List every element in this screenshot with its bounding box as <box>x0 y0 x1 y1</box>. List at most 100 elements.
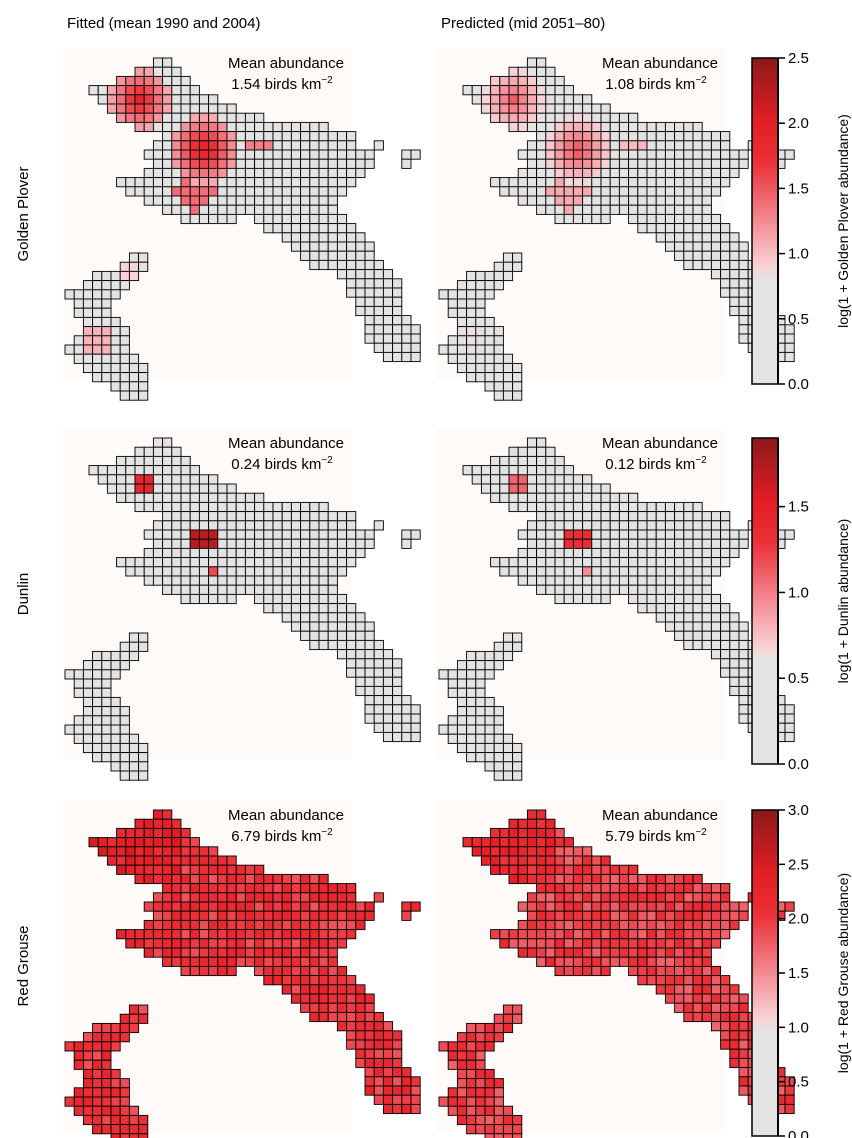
grid-cell <box>162 818 173 829</box>
grid-cell <box>152 818 164 829</box>
grid-cell <box>554 195 565 206</box>
grid-cell <box>392 704 403 715</box>
grid-cell <box>637 873 648 885</box>
grid-cell <box>683 520 694 531</box>
grid-cell <box>198 520 210 531</box>
grid-cell <box>254 864 265 875</box>
grid-cell <box>600 529 611 540</box>
grid-cell <box>410 713 421 724</box>
grid-cell <box>729 1057 740 1069</box>
grid-cell <box>82 1105 94 1116</box>
grid-cell <box>336 649 348 660</box>
grid-cell <box>683 630 694 641</box>
grid-cell <box>327 131 338 142</box>
grid-cell <box>683 557 694 568</box>
grid-cell <box>609 520 620 531</box>
grid-cell <box>382 704 394 715</box>
grid-cell <box>545 575 556 586</box>
grid-cell <box>618 883 630 894</box>
grid-cell <box>502 1013 514 1024</box>
grid-cell <box>484 742 495 754</box>
grid-cell <box>508 474 519 485</box>
grid-cell <box>143 483 154 494</box>
grid-cell <box>545 557 556 568</box>
grid-cell <box>572 112 584 123</box>
grid-cell <box>655 584 666 595</box>
grid-cell <box>517 818 528 829</box>
grid-cell <box>563 511 574 522</box>
grid-cell <box>655 901 666 912</box>
grid-cell <box>674 186 685 197</box>
grid-cell <box>226 864 237 875</box>
grid-cell <box>572 538 584 549</box>
grid-cell <box>591 938 602 949</box>
grid-cell <box>143 529 154 540</box>
grid-cell <box>300 892 311 903</box>
grid-cell <box>217 584 228 595</box>
grid-cell <box>471 837 482 848</box>
grid-cell <box>208 529 219 540</box>
grid-cell <box>254 501 265 513</box>
grid-cell <box>101 1124 112 1135</box>
grid-cell <box>290 140 302 151</box>
grid-cell <box>618 901 630 912</box>
grid-cell <box>738 1076 749 1087</box>
grid-cell <box>97 465 108 476</box>
grid-cell <box>272 566 283 577</box>
grid-cell <box>512 641 523 652</box>
grid-cell <box>480 855 492 866</box>
grid-cell <box>582 186 593 197</box>
grid-cell <box>138 390 149 401</box>
grid-cell <box>180 158 191 169</box>
grid-cell <box>572 501 584 513</box>
grid-cell <box>346 250 357 261</box>
grid-cell <box>189 213 200 225</box>
grid-cell <box>116 465 127 476</box>
grid-cell <box>300 121 311 133</box>
grid-cell <box>226 873 237 885</box>
grid-cell <box>517 901 528 912</box>
grid-cell <box>101 1050 112 1061</box>
grid-cell <box>701 547 712 559</box>
grid-cell <box>162 938 173 949</box>
grid-cell <box>582 483 593 494</box>
grid-cell <box>134 94 145 105</box>
grid-cell <box>309 612 320 623</box>
grid-cell <box>729 296 740 307</box>
grid-cell <box>189 195 200 206</box>
grid-cell <box>336 529 348 540</box>
grid-cell <box>526 873 538 885</box>
grid-cell <box>582 575 593 586</box>
grid-cell <box>456 335 468 346</box>
grid-cell <box>475 307 486 318</box>
grid-cell <box>729 984 740 995</box>
grid-cell <box>456 353 468 364</box>
grid-cell <box>336 910 348 921</box>
grid-cell <box>637 204 648 215</box>
grid-cell <box>162 121 173 133</box>
grid-cell <box>217 121 228 133</box>
grid-cell <box>235 929 246 940</box>
grid-cell <box>664 965 676 977</box>
grid-cell <box>309 250 320 261</box>
grid-cell <box>226 593 237 605</box>
grid-cell <box>327 956 338 967</box>
grid-cell <box>300 975 311 986</box>
grid-cell <box>226 511 237 522</box>
grid-cell <box>508 929 519 940</box>
grid-cell <box>536 94 547 105</box>
grid-cell <box>217 103 228 114</box>
grid-cell <box>447 335 458 346</box>
grid-cell <box>300 630 311 641</box>
grid-cell <box>355 919 366 931</box>
grid-cell <box>582 538 593 549</box>
grid-cell <box>300 984 311 995</box>
grid-cell <box>784 713 795 724</box>
grid-cell <box>554 855 565 866</box>
grid-cell <box>106 103 118 114</box>
grid-cell <box>152 437 164 448</box>
grid-cell <box>180 167 191 179</box>
grid-cell <box>729 910 740 921</box>
grid-cell <box>171 474 182 485</box>
grid-cell <box>536 938 547 949</box>
